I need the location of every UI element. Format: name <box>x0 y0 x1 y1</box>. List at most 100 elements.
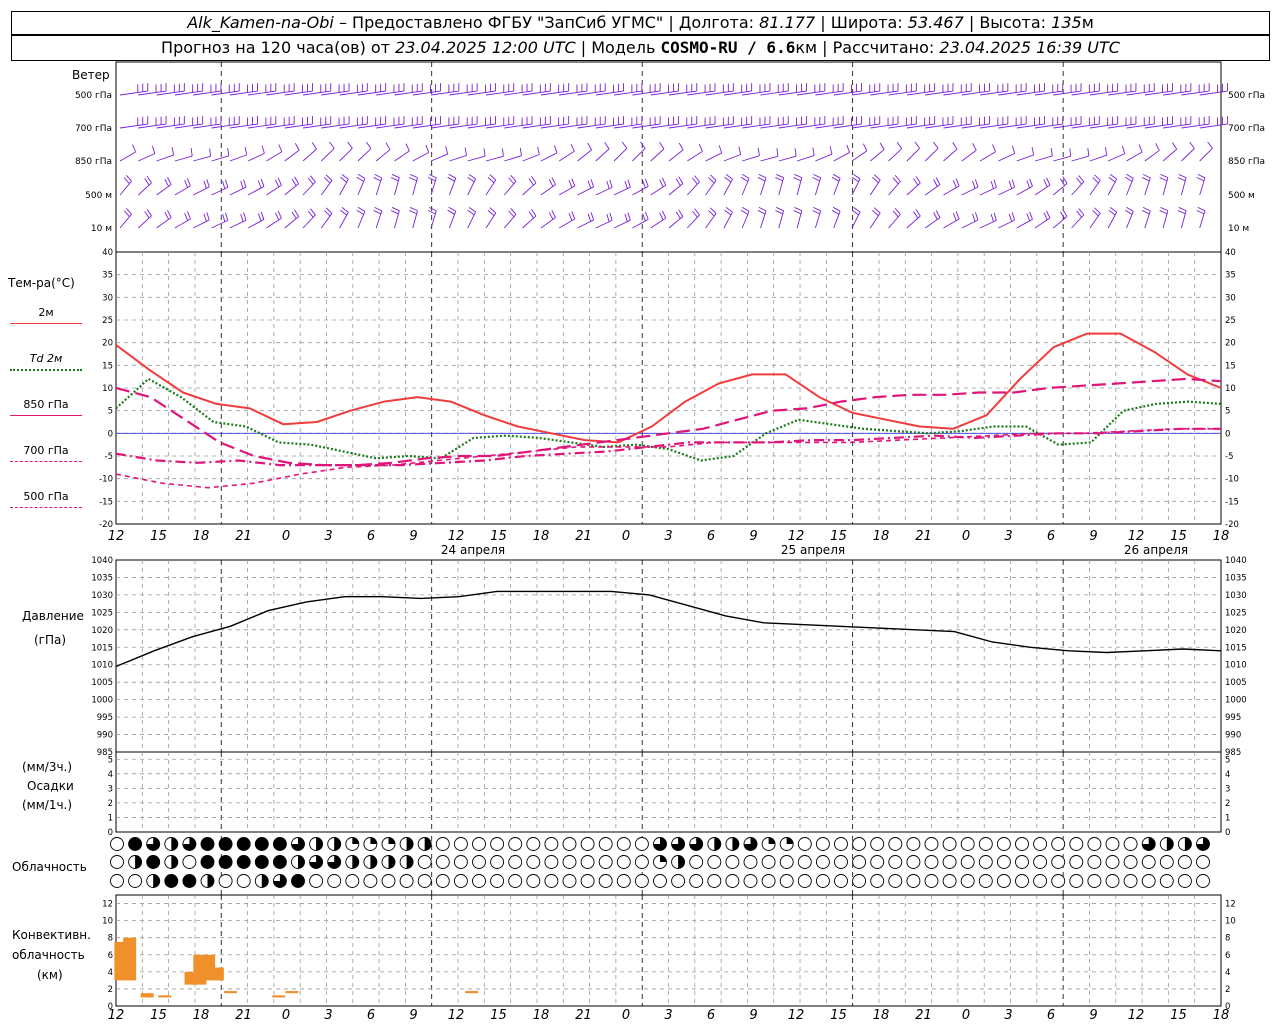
cloud-circle <box>399 874 414 888</box>
y-tick-label-right: 2 <box>1225 799 1230 809</box>
wind-barb <box>979 219 997 229</box>
legend-label: Td 2м <box>29 352 63 365</box>
wind-barb-flag <box>209 148 212 157</box>
cloud-circle <box>363 874 378 888</box>
wind-barb-flag <box>740 176 749 182</box>
wind-barb <box>687 150 703 162</box>
x-tick-label-temp: 9 <box>1089 529 1097 544</box>
wind-barb-flag <box>1177 210 1186 215</box>
wind-barb-flag <box>310 208 316 216</box>
wind-barb-flag <box>621 141 628 149</box>
cloud-circle <box>924 874 939 888</box>
wind-barb-flag <box>1172 142 1178 150</box>
wind-barb-flag <box>487 177 495 183</box>
y-tick-label-right: 10 <box>1225 384 1236 394</box>
cloud-fill <box>660 855 667 862</box>
wind-barb <box>485 179 497 196</box>
cloud-circle <box>1087 874 1102 888</box>
wind-barb-flag <box>741 173 750 179</box>
wind-barb-flag <box>708 210 715 217</box>
wind-barb-flag <box>1142 173 1151 179</box>
wind-barb-flag <box>990 213 994 222</box>
x-tick-label-temp: 6 <box>367 529 375 544</box>
wind-barb-flag <box>1177 177 1186 182</box>
cloud-circle <box>345 874 360 888</box>
wind-barb-flag <box>467 176 475 183</box>
wind-barb <box>412 152 429 162</box>
cloud-circle <box>453 855 468 869</box>
cloud-circle <box>815 837 830 851</box>
cloud-circle <box>544 874 559 888</box>
convective-bar <box>465 991 479 994</box>
wind-barb-flag <box>604 141 610 150</box>
cloud-circle <box>996 874 1011 888</box>
wind-barb <box>504 155 522 162</box>
cloud-circle <box>616 837 631 851</box>
wind-barb-flag <box>190 148 193 157</box>
wind-barb-flag <box>952 213 957 221</box>
wind-barb-flag <box>692 210 698 218</box>
wind-barb-flag <box>311 142 317 150</box>
wind-barb-flag <box>571 211 576 220</box>
wind-barb <box>485 155 504 162</box>
cloud-circle <box>1123 874 1138 888</box>
wind-barb <box>1053 216 1068 229</box>
cloud-circle <box>580 855 595 869</box>
wind-barb <box>595 148 610 162</box>
cloud-fill <box>207 874 215 888</box>
wind-barb-flag <box>955 178 960 187</box>
legend-label: 850 гПа <box>23 398 69 411</box>
cloud-circle <box>906 837 921 851</box>
wind-barb <box>1089 180 1101 196</box>
cloud-circle <box>562 837 577 851</box>
wind-barb-flag <box>508 177 515 185</box>
cloud-circle <box>1087 837 1102 851</box>
wind-barb-flag <box>590 212 595 221</box>
wind-barb <box>320 180 333 196</box>
wind-barb-flag <box>225 179 229 188</box>
wind-barb-flag <box>896 141 903 149</box>
wind-barb-flag <box>1160 207 1169 212</box>
wind-barb-flag <box>710 174 717 181</box>
cloud-fill <box>291 874 305 888</box>
wind-barb-flag <box>240 213 244 222</box>
wind-barb <box>796 154 815 162</box>
x-tick-label-conv: 12 <box>788 1008 805 1023</box>
wind-barb-flag <box>972 213 976 222</box>
wind-level-label-right: 500 м <box>1228 191 1255 201</box>
wind-barb-flag <box>659 179 664 188</box>
wind-barb <box>613 186 631 196</box>
wind-barb-flag <box>757 210 766 215</box>
wind-barb-flag <box>624 213 628 222</box>
wind-barb-flag <box>1197 206 1206 212</box>
y-tick-label-left: 1035 <box>91 573 113 583</box>
wind-barb <box>119 213 132 229</box>
cloud-circle <box>598 837 613 851</box>
y-tick-label-right: 2 <box>1225 985 1230 995</box>
cloud-circle <box>453 837 468 851</box>
wind-barb-flag <box>257 213 262 222</box>
cloud-fill <box>182 874 196 888</box>
y-tick-label-left: 40 <box>102 248 113 258</box>
x-tick-label-conv: 9 <box>1089 1008 1097 1023</box>
y-tick-label-right: 5 <box>1225 407 1230 417</box>
wind-barb-flag <box>1062 209 1068 217</box>
wind-barb-flag <box>846 144 850 153</box>
cloud-circle <box>562 855 577 869</box>
wind-barb <box>138 153 155 162</box>
wind-barb-flag <box>757 177 766 182</box>
cloud-fill <box>201 837 214 851</box>
cloud-circle <box>1196 874 1210 888</box>
wind-barb <box>668 149 684 162</box>
wind-barb-flag <box>325 207 333 214</box>
wind-barb-flag <box>568 212 573 221</box>
wind-barb-flag <box>554 145 558 154</box>
wind-barb-flag <box>1011 212 1016 221</box>
wind-barb-flag <box>483 148 486 157</box>
wind-barb <box>686 181 700 196</box>
wind-barb <box>1071 181 1085 196</box>
wind-barb <box>1126 178 1134 196</box>
wind-level-label-right: 10 м <box>1228 224 1249 234</box>
computed-value: 23.04.2025 16:39 UTC <box>939 38 1120 57</box>
cloud-circle <box>435 855 450 869</box>
